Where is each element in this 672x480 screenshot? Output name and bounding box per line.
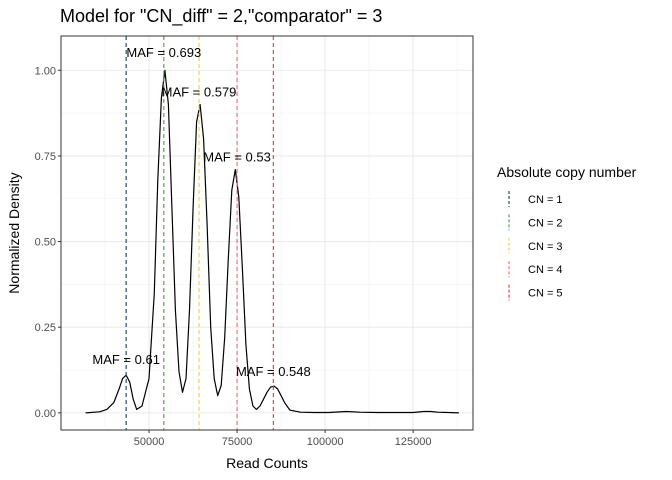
x-axis-title: Read Counts	[226, 455, 308, 471]
y-tick-label: 0.50	[35, 237, 56, 249]
maf-annotation: MAF = 0.579	[162, 85, 237, 100]
legend-label: CN = 5	[528, 288, 563, 300]
legend: Absolute copy number CN = 1 CN = 2 CN = 3 C…	[497, 164, 637, 301]
plot-panel: MAF = 0.61 MAF = 0.693 MAF = 0.579 MAF = 0.…	[60, 35, 474, 431]
x-tick-label: 75000	[222, 436, 253, 448]
x-tick-label: 125000	[395, 436, 432, 448]
maf-annotation: MAF = 0.61	[92, 352, 160, 367]
panel-background	[61, 36, 473, 430]
x-tick-label: 50000	[134, 436, 165, 448]
maf-annotation: MAF = 0.548	[236, 364, 311, 379]
legend-label: CN = 3	[528, 241, 563, 253]
y-tick-label: 1.00	[35, 65, 56, 77]
legend-label: CN = 2	[528, 217, 563, 229]
y-tick-label: 0.75	[35, 151, 56, 163]
legend-label: CN = 4	[528, 264, 563, 276]
x-axis: 50000 75000 100000 125000	[134, 430, 432, 448]
density-line	[85, 69, 459, 414]
y-axis: 0.00 0.25 0.50 0.75 1.00	[35, 65, 61, 420]
panel-border	[60, 35, 474, 431]
maf-annotation: MAF = 0.53	[203, 150, 271, 165]
chart-title: Model for "CN_diff" = 2,"comparator" = 3	[60, 6, 382, 27]
y-axis-title: Normalized Density	[6, 172, 22, 293]
y-tick-label: 0.25	[35, 322, 56, 334]
y-tick-label: 0.00	[35, 408, 56, 420]
maf-annotation: MAF = 0.693	[126, 45, 201, 60]
legend-title: Absolute copy number	[497, 164, 637, 180]
x-tick-label: 100000	[307, 436, 344, 448]
legend-label: CN = 1	[528, 194, 563, 206]
